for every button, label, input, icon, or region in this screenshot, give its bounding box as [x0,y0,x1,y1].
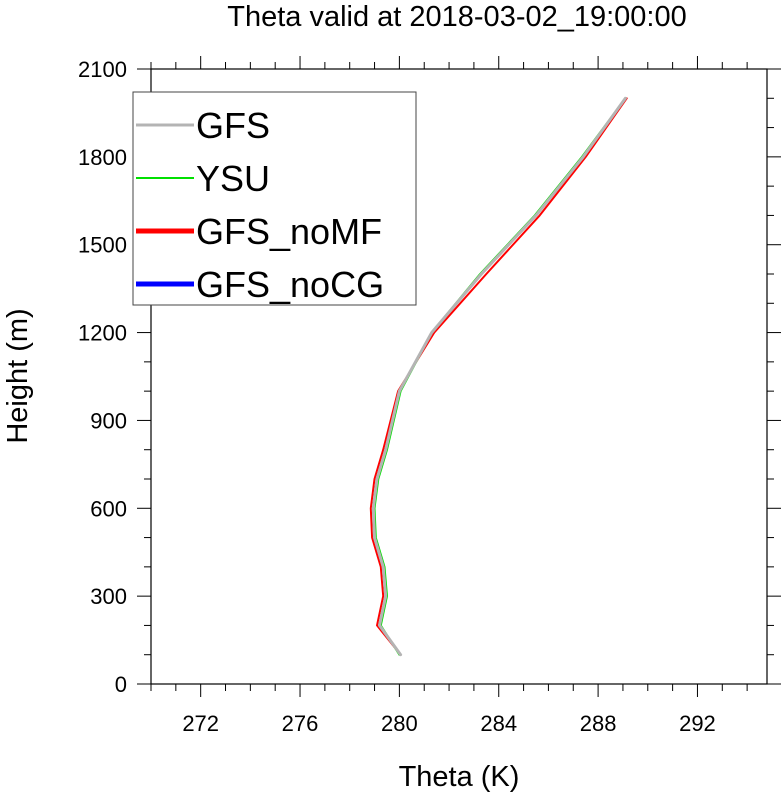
y-tick-label: 0 [115,672,127,697]
y-tick-label: 1800 [78,145,127,170]
legend: GFS YSU GFS_noMF GFS_noCG [132,91,417,306]
x-axis-label: Theta (K) [399,761,520,793]
legend-box [132,91,417,306]
axes: 272 276 280 284 288 292 0 300 600 900 1200 1500 1800… [78,56,781,736]
x-tick-label: 272 [182,711,219,736]
plot-frame [150,68,768,685]
series-line-gfs [371,96,627,657]
y-axis-label: Height (m) [2,308,34,443]
legend-label: GFS [196,105,270,146]
plot-lines [369,96,628,657]
y-tick-label: 2100 [78,57,127,82]
y-tick-label: 1200 [78,321,127,346]
chart-title: Theta valid at 2018-03-02_19:00:00 [227,1,687,33]
x-tick-label: 292 [679,711,716,736]
x-tick-label: 288 [580,711,617,736]
legend-label: YSU [196,158,270,199]
legend-label: GFS_noMF [196,211,382,252]
y-tick-label: 900 [90,408,127,433]
x-tick-label: 284 [480,711,517,736]
x-tick-label: 276 [282,711,319,736]
x-tick-label: 280 [381,711,418,736]
legend-label: GFS_noCG [196,264,384,305]
y-tick-label: 300 [90,584,127,609]
y-tick-label: 600 [90,496,127,521]
series-line-gfs-nomf [369,97,628,656]
y-tick-label: 1500 [78,233,127,258]
